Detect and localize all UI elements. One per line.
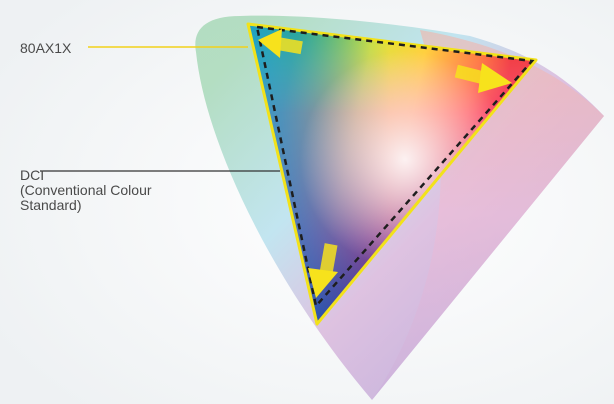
reference-label: DCI (Conventional Colour Standard) bbox=[20, 168, 152, 213]
expansion-arrow-bottom bbox=[308, 243, 338, 298]
reference-label-line-3: Standard) bbox=[20, 197, 82, 213]
model-label: 80AX1X bbox=[20, 40, 72, 56]
reference-label-line-2: (Conventional Colour bbox=[20, 182, 152, 198]
model-gamut-outline bbox=[246, 22, 538, 326]
reference-label-line-1: DCI bbox=[20, 167, 45, 183]
expansion-arrow-top-left bbox=[258, 29, 303, 58]
expansion-arrow-top-right bbox=[454, 63, 512, 93]
reference-gamut-outline bbox=[255, 25, 535, 309]
